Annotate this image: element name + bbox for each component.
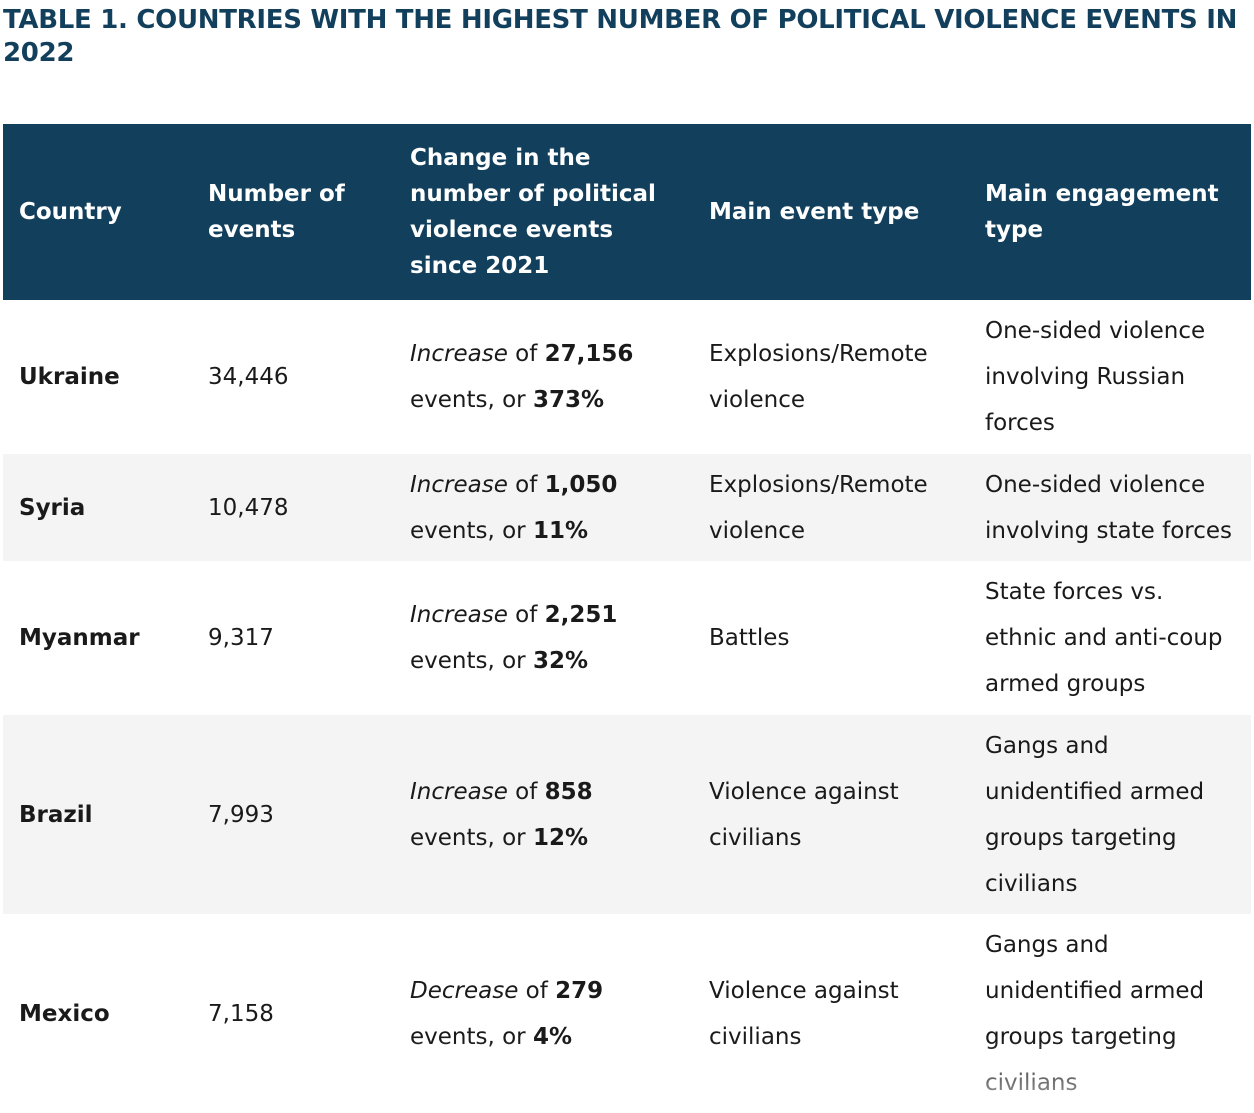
change-cell: Increase of 2,251 events, or 32% [394, 561, 693, 715]
change-direction: Increase [410, 778, 508, 805]
change-mid: events, or [410, 387, 533, 413]
change-mid: events, or [410, 1023, 533, 1050]
table-header: Country Number of events Change in the n… [3, 124, 1251, 300]
change-percent: 373% [532, 387, 605, 413]
events-cell: 34,446 [208, 364, 289, 390]
header-main-engagement-type: Main engagement type [985, 181, 1219, 243]
political-violence-table: Country Number of events Change in the n… [3, 124, 1251, 1113]
country-cell: Ukraine [19, 364, 120, 390]
change-direction: Increase [410, 602, 508, 628]
change-percent: 11% [532, 517, 589, 544]
header-main-event-type: Main event type [709, 199, 920, 225]
change-amount: 858 [544, 778, 593, 805]
change-cell: Increase of 858 events, or 12% [394, 715, 693, 914]
events-cell: 10,478 [208, 494, 289, 521]
country-cell: Mexico [19, 1000, 110, 1027]
change-cell: Decrease of 279 events, or 4% [394, 914, 693, 1113]
table-row: Myanmar 9,317 Increase of 2,251 events, … [3, 561, 1251, 715]
change-mid: events, or [410, 824, 533, 851]
country-cell: Brazil [19, 801, 93, 828]
engagement-type-cell: One-sided violence involving Russian for… [985, 318, 1206, 436]
engagement-type-cell: Gangs and unidentified armed groups targ… [985, 931, 1205, 1096]
header-number-of-events: Number of events [208, 181, 345, 243]
table-row: Ukraine 34,446 Increase of 27,156 events… [3, 300, 1251, 454]
change-mid: events, or [410, 648, 533, 674]
event-type-cell: Battles [709, 625, 790, 651]
change-direction: Increase [410, 471, 508, 498]
events-cell: 7,993 [208, 801, 274, 828]
change-of: of [518, 977, 556, 1004]
change-direction: Increase [410, 341, 508, 367]
change-of: of [507, 471, 545, 498]
table-row: Brazil 7,993 Increase of 858 events, or … [3, 715, 1251, 914]
change-percent: 32% [532, 648, 589, 674]
country-cell: Myanmar [19, 625, 140, 651]
event-type-cell: Violence against civilians [709, 778, 899, 851]
change-direction: Decrease [410, 977, 519, 1004]
change-of: of [507, 602, 545, 628]
table-title: TABLE 1. COUNTRIES WITH THE HIGHEST NUMB… [3, 5, 1238, 68]
country-cell: Syria [19, 494, 86, 521]
header-row: Country Number of events Change in the n… [3, 124, 1251, 300]
change-amount: 27,156 [544, 341, 634, 367]
engagement-type-cell: State forces vs. ethnic and anti-coup ar… [985, 579, 1223, 697]
change-cell: Increase of 1,050 events, or 11% [394, 454, 693, 561]
change-amount: 2,251 [544, 602, 618, 628]
event-type-cell: Explosions/Remote violence [709, 471, 928, 544]
change-cell: Increase of 27,156 events, or 373% [394, 300, 693, 454]
engagement-type-cell: Gangs and unidentified armed groups targ… [985, 732, 1205, 897]
change-amount: 279 [555, 977, 604, 1004]
event-type-cell: Explosions/Remote violence [709, 341, 928, 413]
events-cell: 9,317 [208, 625, 274, 651]
header-country: Country [19, 199, 122, 225]
table-row: Mexico 7,158 Decrease of 279 events, or … [3, 914, 1251, 1113]
events-cell: 7,158 [208, 1000, 274, 1027]
header-change: Change in the number of political violen… [410, 145, 656, 279]
change-percent: 4% [532, 1023, 573, 1050]
table-row: Syria 10,478 Increase of 1,050 events, o… [3, 454, 1251, 561]
event-type-cell: Violence against civilians [709, 977, 899, 1050]
change-of: of [507, 341, 545, 367]
change-mid: events, or [410, 517, 533, 544]
engagement-type-cell: One-sided violence involving state force… [985, 471, 1233, 544]
change-percent: 12% [532, 824, 589, 851]
change-of: of [507, 778, 545, 805]
table-body: Ukraine 34,446 Increase of 27,156 events… [3, 300, 1251, 1113]
change-amount: 1,050 [544, 471, 618, 498]
